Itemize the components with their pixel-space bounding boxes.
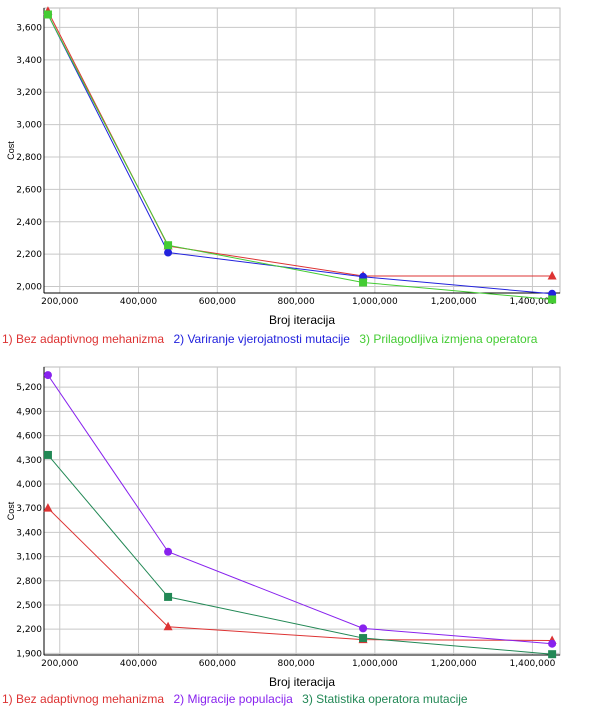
chart1-y-tick-label: 2,200 [16, 250, 42, 260]
chart1-x-tick-label: 200,000 [41, 297, 78, 307]
chart2-series-1-point [43, 503, 53, 512]
chart2-x-tick-label: 600,000 [199, 659, 236, 669]
chart1-y-tick-label: 3,200 [16, 88, 42, 98]
chart1-series-3-point [548, 295, 557, 304]
chart2-series-3-line [47, 454, 553, 655]
chart1-x-tick-label: 1,000,000 [352, 297, 398, 307]
chart1-series-3-line [47, 14, 553, 300]
chart2-y-tick-label: 5,200 [16, 383, 42, 393]
chart2-x-tick-label: 200,000 [41, 659, 78, 669]
chart2-series-2-line [47, 374, 553, 645]
chart2-y-tick-label: 1,900 [16, 649, 42, 659]
chart1-y-tick-label: 2,000 [16, 283, 42, 293]
chart1-series-1-line [47, 11, 553, 277]
chart2-series-3-point [164, 592, 173, 601]
chart1-series-2-line [47, 14, 553, 295]
chart2-y-tick-label: 3,400 [16, 528, 42, 538]
chart2-x-tick-label: 800,000 [277, 659, 314, 669]
chart2-y-tick-label: 4,000 [16, 480, 42, 490]
chart2-series-1-point [163, 621, 173, 631]
chart2-plot-area [43, 366, 561, 656]
chart2-series-3-point [43, 450, 52, 459]
chart2-series-3-point [548, 650, 557, 659]
chart1-series-1-point [547, 270, 557, 280]
chart1-plot-area [43, 7, 561, 294]
chart2-y-tick-label: 4,300 [16, 456, 42, 466]
chart2-series-2-point [164, 547, 173, 556]
chart2-y-tick-label: 2,800 [16, 577, 42, 587]
chart2-y-tick-label: 3,700 [16, 504, 42, 514]
chart1-y-tick-label: 2,400 [16, 218, 42, 228]
chart1-y-tick-label: 2,800 [16, 153, 42, 163]
chart2-series-2-point [359, 624, 368, 633]
chart1-y-tick-label: 3,400 [16, 56, 42, 66]
chart1-series-3-point [164, 241, 173, 250]
chart1-series-3-point [359, 278, 368, 287]
chart2-legend-item-1: 1) Bez adaptivnog mehanizma [2, 692, 165, 706]
chart2-x-tick-label: 1,000,000 [352, 659, 398, 669]
chart2-x-tick-label: 1,400,000 [510, 659, 556, 669]
chart2-y-tick-label: 3,100 [16, 553, 42, 563]
chart2-legend-item-3: 3) Statistika operatora mutacije [302, 692, 468, 706]
chart1-x-tick-label: 800,000 [277, 297, 314, 307]
chart1-legend-item-3: 3) Prilagodljiva izmjena operatora [359, 332, 538, 346]
chart2-x-tick-label: 1,200,000 [431, 659, 477, 669]
chart1-y-axis-title: Cost [6, 141, 16, 160]
chart1-legend-item-2: 2) Variranje vjerojatnosti mutacije [173, 332, 350, 346]
chart2-series-2-point [548, 639, 557, 648]
chart2-x-axis-title: Broj iteracija [269, 675, 335, 689]
chart1-x-axis-title: Broj iteracija [269, 313, 335, 327]
chart2-series-1-line [47, 507, 553, 641]
chart1-legend-item-1: 1) Bez adaptivnog mehanizma [2, 332, 165, 346]
chart1-x-tick-label: 600,000 [199, 297, 236, 307]
chart2-x-tick-label: 400,000 [120, 659, 157, 669]
chart2-y-tick-label: 4,900 [16, 407, 42, 417]
chart2-legend-item-2: 2) Migracije populacija [173, 692, 293, 706]
chart1-y-tick-label: 3,000 [16, 121, 42, 131]
chart2-y-tick-label: 2,200 [16, 625, 42, 635]
chart1-x-tick-label: 1,200,000 [431, 297, 477, 307]
chart1-series-2-point [164, 248, 173, 257]
chart1-legend: 1) Bez adaptivnog mehanizma 2) Variranje… [2, 332, 543, 346]
chart1-x-tick-label: 1,400,000 [510, 297, 556, 307]
chart2-y-tick-label: 4,600 [16, 432, 42, 442]
chart2-legend: 1) Bez adaptivnog mehanizma 2) Migracije… [2, 692, 474, 706]
chart1-y-tick-label: 3,600 [16, 23, 42, 33]
chart1-series-3-point [43, 10, 52, 19]
chart1-y-tick-label: 2,600 [16, 185, 42, 195]
chart2-series-3-point [359, 634, 368, 643]
chart2-y-tick-label: 2,500 [16, 601, 42, 611]
chart1-x-tick-label: 400,000 [120, 297, 157, 307]
chart2-y-axis-title: Cost [6, 501, 16, 520]
chart2-series-2-point [43, 371, 52, 380]
